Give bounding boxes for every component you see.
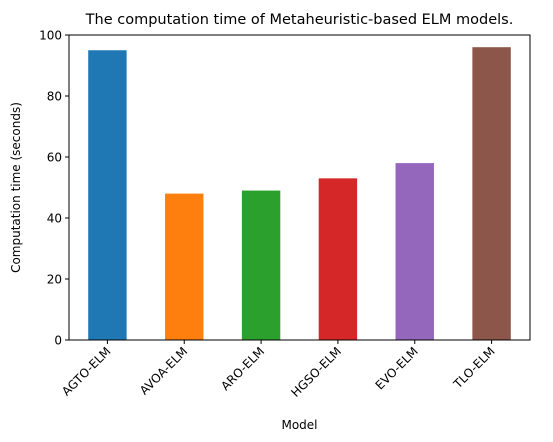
y-tick-label: 20 [47,273,62,287]
bar-tlo-elm [472,47,511,340]
bar-hgso-elm [318,178,358,340]
y-tick-label: 80 [47,90,62,104]
bars-group [88,47,511,340]
y-tick-label: 100 [39,29,62,43]
chart-title: The computation time of Metaheuristic-ba… [85,12,514,28]
plot-frame [68,34,531,341]
y-tick-label: 60 [47,151,62,165]
y-tick-label: 40 [47,212,62,226]
x-tick-label: HGSO-ELM [288,344,344,400]
y-axis-label: Computation time (seconds) [9,102,23,273]
x-tick-label: ARO-ELM [218,344,267,393]
x-tick-label: TLO-ELM [450,344,498,392]
bar-agto-elm [88,50,127,340]
x-axis-ticks: AGTO-ELM AVOA-ELM ARO-ELM HGSO-ELM EVO-ELM TL… [59,340,498,400]
y-axis-ticks: 0 20 40 60 80 100 [39,29,69,348]
x-tick-label: EVO-ELM [373,344,421,392]
x-tick-label: AGTO-ELM [59,344,113,398]
bar-evo-elm [395,163,434,340]
bar-aro-elm [241,190,281,340]
x-axis-label: Model [281,418,317,432]
y-tick-label: 0 [54,334,62,348]
x-tick-label: AVOA-ELM [137,344,190,397]
bar-avoa-elm [165,193,204,340]
